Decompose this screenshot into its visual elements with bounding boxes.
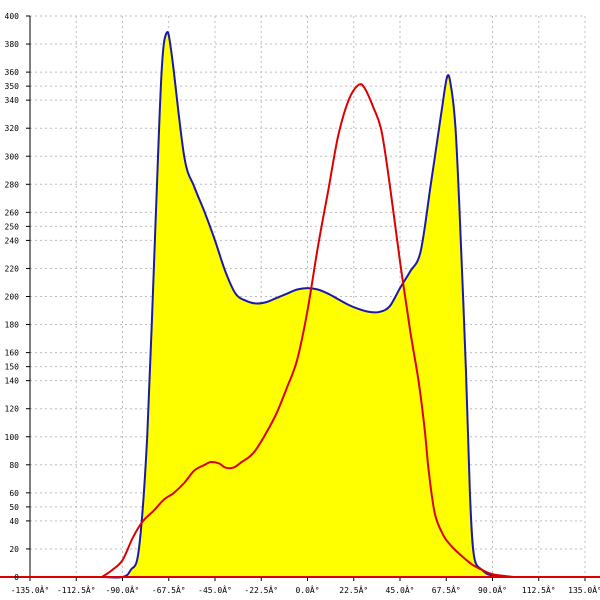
series-0-line bbox=[101, 31, 514, 579]
x-tick-label: -112.5Â° bbox=[57, 584, 96, 595]
x-tick-label: 67.5Â° bbox=[432, 584, 461, 595]
y-tick-label: 180 bbox=[5, 321, 20, 330]
y-tick-label: 140 bbox=[5, 377, 20, 386]
y-tick-label: 340 bbox=[5, 96, 20, 105]
axis-layer bbox=[0, 15, 600, 581]
y-tick-label: 360 bbox=[5, 68, 20, 77]
x-tick-label: -90.0Â° bbox=[106, 584, 140, 595]
y-tick-label: 350 bbox=[5, 82, 20, 91]
y-tick-label: 60 bbox=[9, 489, 19, 498]
series-1-line bbox=[101, 83, 514, 578]
x-tick-label: -22.5Â° bbox=[244, 584, 278, 595]
line-layer bbox=[101, 31, 514, 579]
y-tick-label: 250 bbox=[5, 222, 20, 231]
y-tick-label: 120 bbox=[5, 405, 20, 414]
y-tick-label: 20 bbox=[9, 545, 19, 554]
y-tick-label: 100 bbox=[5, 433, 20, 442]
x-tick-label: 22.5Â° bbox=[339, 584, 368, 595]
y-tick-label: 40 bbox=[9, 517, 19, 526]
y-tick-label: 200 bbox=[5, 293, 20, 302]
y-tick-label: 380 bbox=[5, 40, 20, 49]
y-tick-label: 80 bbox=[9, 461, 19, 470]
y-tick-label: 240 bbox=[5, 236, 20, 245]
x-tick-label: 0.0Â° bbox=[295, 584, 319, 595]
y-tick-label: 260 bbox=[5, 208, 20, 217]
y-tick-label: 50 bbox=[9, 503, 19, 512]
x-tick-label: 45.0Â° bbox=[386, 584, 415, 595]
x-tick-label: -135.0Â° bbox=[11, 584, 50, 595]
y-tick-label: 320 bbox=[5, 124, 20, 133]
x-tick-label: -45.0Â° bbox=[198, 584, 232, 595]
x-tick-label: 112.5Â° bbox=[522, 584, 556, 595]
x-tick-label: -67.5Â° bbox=[152, 584, 186, 595]
y-tick-label: 0 bbox=[14, 573, 19, 582]
x-tick-label: 90.0Â° bbox=[478, 584, 507, 595]
y-tick-label: 160 bbox=[5, 349, 20, 358]
y-tick-label: 150 bbox=[5, 363, 20, 372]
label-layer: -135.0Â° -112.5Â° -90.0Â° -67.5Â° -45.0Â° -22… bbox=[5, 12, 600, 595]
x-tick-label: 135.0Â° bbox=[568, 584, 600, 595]
y-tick-label: 280 bbox=[5, 180, 20, 189]
y-tick-label: 220 bbox=[5, 264, 20, 273]
y-tick-label: 400 bbox=[5, 12, 20, 21]
y-tick-label: 300 bbox=[5, 152, 20, 161]
